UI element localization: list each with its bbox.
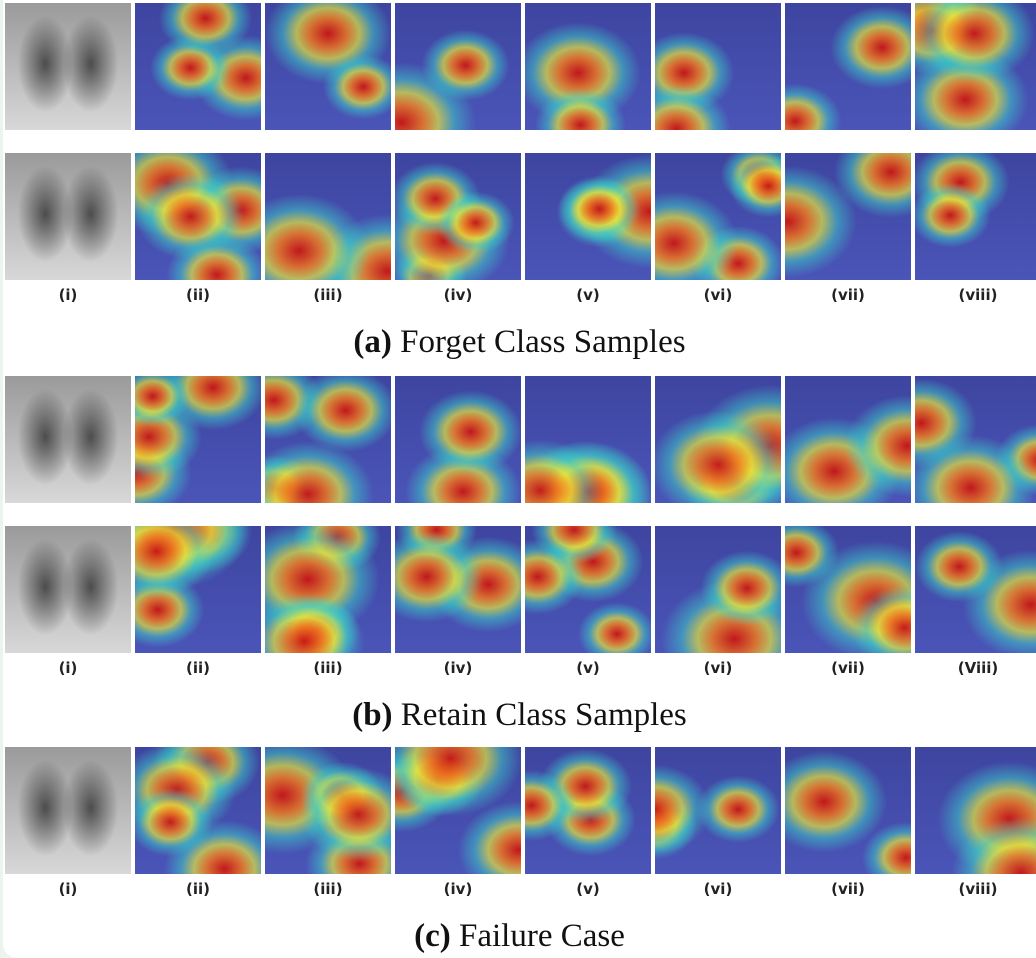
heatmap-image [135, 526, 261, 653]
heatmap-image [915, 3, 1036, 130]
column-label: (ii) [135, 286, 261, 304]
column-label: (vi) [655, 659, 781, 677]
heatmap-image [135, 153, 261, 280]
heatmap-image [265, 153, 391, 280]
caption: (c) Failure Case [3, 918, 1036, 955]
column-label: (vii) [785, 659, 911, 677]
heatmap-image [395, 747, 521, 874]
heatmap-image [785, 747, 911, 874]
heatmap-image [395, 376, 521, 503]
caption-label: (b) [352, 697, 392, 733]
column-label: (iii) [265, 659, 391, 677]
heatmap-image [525, 153, 651, 280]
heatmap-image [395, 3, 521, 130]
section: (i)(ii)(iii)(iv)(v)(vi)(vii)(Viii) (b) Re… [3, 376, 1036, 734]
column-label: (viii) [915, 880, 1036, 898]
heatmap-image [265, 3, 391, 130]
column-label: (ii) [135, 880, 261, 898]
xray-image [5, 376, 131, 503]
heatmap-image [135, 3, 261, 130]
xray-image [5, 3, 131, 130]
column-label: (i) [5, 659, 131, 677]
heatmap-image [785, 526, 911, 653]
heatmap-image [915, 153, 1036, 280]
heatmap-image [395, 153, 521, 280]
heatmap-image [265, 526, 391, 653]
caption: (a) Forget Class Samples [3, 324, 1036, 361]
column-label: (iv) [395, 286, 521, 304]
caption-label: (a) [353, 324, 391, 360]
column-label: (viii) [915, 286, 1036, 304]
column-label: (v) [525, 880, 651, 898]
section: (i)(ii)(iii)(iv)(v)(vi)(vii)(viii) (c) Fa… [3, 747, 1036, 955]
column-labels: (i)(ii)(iii)(iv)(v)(vi)(vii)(viii) [3, 286, 1036, 306]
image-row [3, 153, 1036, 280]
heatmap-image [265, 747, 391, 874]
heatmap-image [655, 153, 781, 280]
xray-image [5, 526, 131, 653]
figure: (i)(ii)(iii)(iv)(v)(vi)(vii)(viii)(a) Fo… [3, 0, 1036, 958]
caption: (b) Retain Class Samples [3, 697, 1036, 734]
column-label: (iii) [265, 880, 391, 898]
heatmap-image [525, 526, 651, 653]
column-label: (i) [5, 880, 131, 898]
heatmap-image [525, 747, 651, 874]
column-label: (ii) [135, 659, 261, 677]
column-label: (v) [525, 659, 651, 677]
caption-text: Retain Class Samples [401, 697, 687, 733]
heatmap-image [915, 376, 1036, 503]
column-label: (iv) [395, 659, 521, 677]
image-row [3, 526, 1036, 653]
heatmap-image [785, 153, 911, 280]
heatmap-image [135, 376, 261, 503]
image-row [3, 747, 1036, 874]
heatmap-image [655, 376, 781, 503]
image-row [3, 376, 1036, 503]
xray-image [5, 747, 131, 874]
column-label: (Viii) [915, 659, 1036, 677]
caption-label: (c) [414, 918, 451, 954]
column-labels: (i)(ii)(iii)(iv)(v)(vi)(vii)(viii) [3, 880, 1036, 900]
heatmap-image [785, 3, 911, 130]
caption-text: Forget Class Samples [400, 324, 685, 360]
column-label: (i) [5, 286, 131, 304]
page: (i)(ii)(iii)(iv)(v)(vi)(vii)(viii)(a) Fo… [0, 0, 1036, 958]
xray-image [5, 153, 131, 280]
heatmap-image [525, 376, 651, 503]
heatmap-image [135, 747, 261, 874]
column-label: (vi) [655, 880, 781, 898]
heatmap-image [655, 747, 781, 874]
heatmap-image [655, 526, 781, 653]
heatmap-image [395, 526, 521, 653]
caption-text: Failure Case [459, 918, 625, 954]
column-label: (vii) [785, 880, 911, 898]
column-label: (v) [525, 286, 651, 304]
heatmap-image [655, 3, 781, 130]
heatmap-image [915, 526, 1036, 653]
heatmap-image [265, 376, 391, 503]
column-labels: (i)(ii)(iii)(iv)(v)(vi)(vii)(Viii) [3, 659, 1036, 679]
image-row [3, 3, 1036, 130]
heatmap-image [915, 747, 1036, 874]
column-label: (vi) [655, 286, 781, 304]
column-label: (iv) [395, 880, 521, 898]
section: (i)(ii)(iii)(iv)(v)(vi)(vii)(viii) (a) Fo… [3, 3, 1036, 361]
column-label: (iii) [265, 286, 391, 304]
column-label: (vii) [785, 286, 911, 304]
heatmap-image [525, 3, 651, 130]
heatmap-image [785, 376, 911, 503]
